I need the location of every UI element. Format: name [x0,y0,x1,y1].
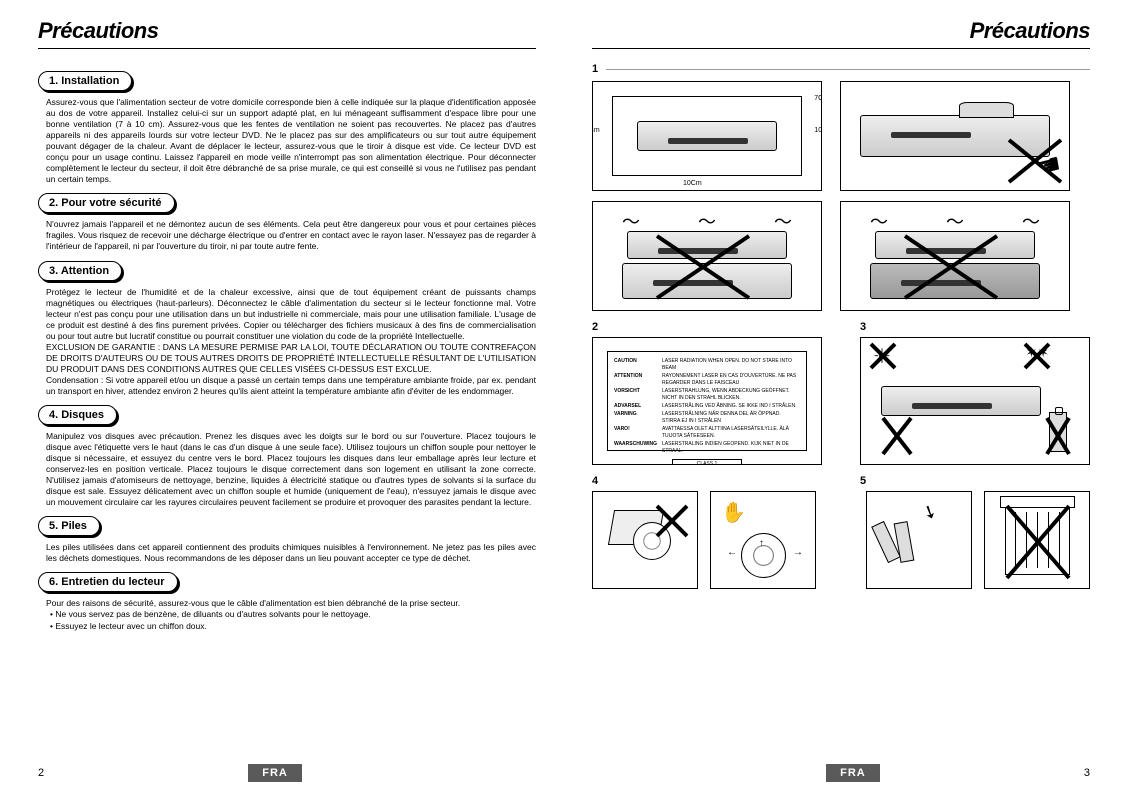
warning-lang: ATTENTION [614,373,662,387]
page-number-right: 3 [1084,767,1090,779]
section-body-4: Manipulez vos disques avec précaution. P… [38,431,536,508]
page-left: Précautions 1. Installation Assurez-vous… [0,0,564,800]
section-4: 4. Disques Manipulez vos disques avec pr… [38,397,536,508]
dim-top: 7Cm [814,95,822,102]
section-head-3: 3. Attention [38,261,122,281]
section-body-5: Les piles utilisées dans cet appareil co… [38,542,536,564]
section-head-5: 5. Piles [38,516,100,536]
section-2: 2. Pour votre sécurité N'ouvrez jamais l… [38,185,536,252]
section-5: 5. Piles Les piles utilisées dans cet ap… [38,508,536,564]
section-6-bullet-1: Ne vous servez pas de benzène, de diluan… [50,609,536,620]
warning-text: AVATTAESSA OLET ALTTIINA LASERSÄTEILYLLE… [662,426,800,440]
figure-group-4-5: 4 5 ✋ ← [592,475,1090,589]
footer-left: 2 FRA [38,764,536,782]
warning-lang: ADVARSEL [614,403,662,410]
section-head-4: 4. Disques [38,405,117,425]
section-1: 1. Installation Assurez-vous que l'alime… [38,63,536,185]
section-head-1: 1. Installation [38,71,132,91]
title-rule-right [592,48,1090,49]
fig-label-2: 2 [592,321,814,333]
warning-lang: WAARSCHUWING [614,441,662,455]
fig-3-environment: ☀ ✶✶ [860,337,1090,465]
warning-text: LASERSTRÅLNING NÄR DENNA DEL ÄR ÖPPNAD. … [662,411,800,425]
dim-bottom: 10Cm [683,180,702,187]
title-rule-left [38,48,536,49]
fig-1d-no-amp: 〜〜〜 [840,201,1070,311]
section-body-1: Assurez-vous que l'alimentation secteur … [38,97,536,185]
page-title-right: Précautions [592,18,1090,44]
fig-2-laser-warning-label: CAUTIONLASER RADIATION WHEN OPEN. DO NOT… [592,337,822,465]
section-3: 3. Attention Protégez le lecteur de l'hu… [38,253,536,397]
section-body-6: Pour des raisons de sécurité, assurez-vo… [38,598,536,631]
fig-5b-no-trash [984,491,1090,589]
section-6-bullet-2: Essuyez le lecteur avec un chiffon doux. [50,621,536,632]
page-number-left: 2 [38,767,44,779]
section-6-intro: Pour des raisons de sécurité, assurez-vo… [46,598,460,608]
warning-text: LASER RADIATION WHEN OPEN. DO NOT STARE … [662,358,800,372]
warning-text: LASERSTRALING INDIEN GEOPEND. KIJK NIET … [662,441,800,455]
figure-group-2-3: 2 3 CAUTIONLASER RADIATION WHEN OPEN. DO… [592,321,1090,465]
class-1-laser-box: CLASS 1 LASER PRODUCT [672,459,742,465]
fig-label-5: 5 [860,475,1082,487]
fig-label-4: 4 [592,475,814,487]
page-right: Précautions 1 7Cm 10Cm 10Cm 10Cm [564,0,1128,800]
fig-5a-batteries: ➘ [866,491,972,589]
fig-label-3: 3 [860,321,1082,333]
fig-1b-no-touch-tray: ☚ [840,81,1070,191]
warning-text: LASERSTRÅLING VED ÅBNING. SE IKKE IND I … [662,403,800,410]
section-head-6: 6. Entretien du lecteur [38,572,178,592]
warning-text: LASERSTRAHLUNG, WENN ABDECKUNG GEÖFFNET.… [662,388,800,402]
section-6: 6. Entretien du lecteur Pour des raisons… [38,564,536,631]
warning-text: RAYONNEMENT LASER EN CAS D'OUVERTURE. NE… [662,373,800,387]
fig-1c-no-stack: 〜〜〜 [592,201,822,311]
warning-lang: VARNING [614,411,662,425]
lang-badge-right: FRA [826,764,880,782]
fig-1a-ventilation: 7Cm 10Cm 10Cm 10Cm [592,81,822,191]
fig-label-1: 1 [592,63,598,75]
dim-side-l: 10Cm [592,127,600,134]
hand-icon: ☚ [1032,146,1065,184]
dim-side-r: 10Cm [814,127,822,134]
warning-lang: CAUTION [614,358,662,372]
section-body-2: N'ouvrez jamais l'appareil et ne démonte… [38,219,536,252]
lang-badge-left: FRA [248,764,302,782]
footer-right: FRA 3 [592,764,1090,782]
sun-icon: ☀ [873,344,891,369]
fig-4b-disc-wipe-direction: ✋ ← → ↑ [710,491,816,589]
section-body-3: Protégez le lecteur de l'humidité et de … [38,287,536,397]
fig-4a-disc-cloth [592,491,698,589]
page-title-left: Précautions [38,18,536,44]
figure-group-1: 1 7Cm 10Cm 10Cm 10Cm ☚ [592,63,1090,311]
warning-lang: VARO! [614,426,662,440]
section-head-2: 2. Pour votre sécurité [38,193,175,213]
warning-lang: VORSICHT [614,388,662,402]
